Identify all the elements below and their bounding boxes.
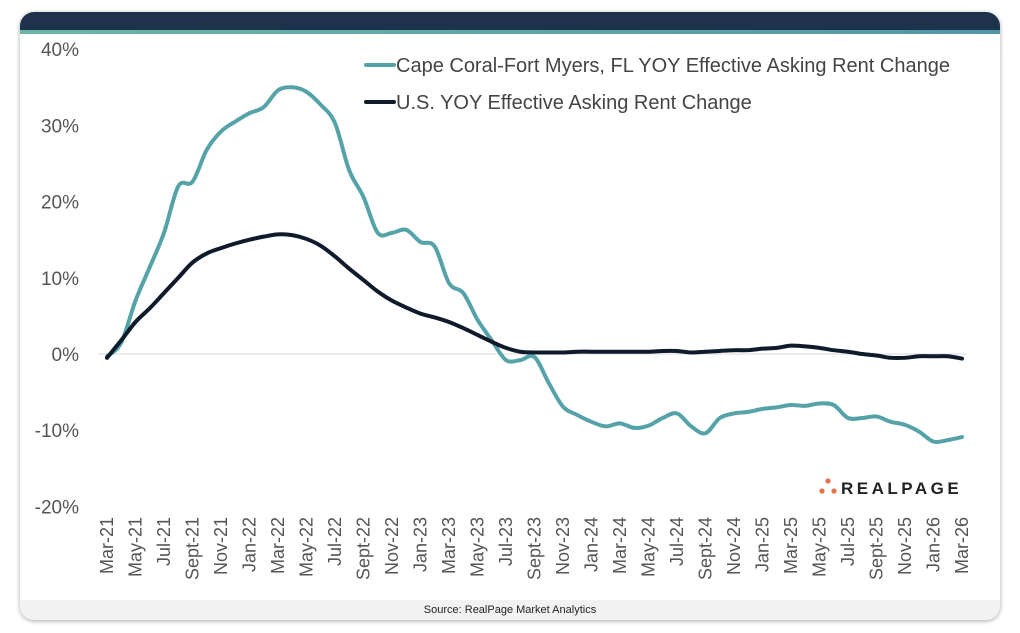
y-tick-label: -10% xyxy=(35,421,79,442)
x-tick-label: Sept-24 xyxy=(696,517,716,580)
x-tick-label: Nov-24 xyxy=(724,517,744,575)
footer-bar: Source: RealPage Market Analytics xyxy=(20,600,1000,620)
x-tick-label: May-24 xyxy=(639,517,659,577)
y-tick-label: 30% xyxy=(41,116,79,137)
x-tick-label: Jul-21 xyxy=(154,517,174,566)
x-tick-label: Sept-21 xyxy=(183,517,203,580)
logo-dot xyxy=(819,488,825,494)
x-tick-label: Sept-25 xyxy=(867,517,887,580)
x-tick-label: May-21 xyxy=(126,517,146,577)
x-tick-label: May-25 xyxy=(810,517,830,577)
x-tick-label: Sept-22 xyxy=(354,517,374,580)
x-tick-label: Nov-22 xyxy=(382,517,402,575)
x-tick-label: May-22 xyxy=(297,517,317,577)
legend-label: Cape Coral-Fort Myers, FL YOY Effective … xyxy=(396,55,950,77)
x-tick-label: Jul-25 xyxy=(838,517,858,566)
x-tick-label: Nov-21 xyxy=(211,517,231,575)
logo-dot xyxy=(831,488,837,494)
accent-stripe xyxy=(20,30,1000,34)
x-tick-label: Sept-23 xyxy=(525,517,545,580)
x-tick-label: Jan-24 xyxy=(582,517,602,572)
x-tick-label: Jul-22 xyxy=(325,517,345,566)
y-tick-label: 20% xyxy=(41,193,79,214)
x-tick-label: Jan-23 xyxy=(411,517,431,572)
x-tick-label: Nov-25 xyxy=(895,517,915,575)
y-tick-label: 10% xyxy=(41,269,79,290)
y-tick-label: 0% xyxy=(52,345,80,366)
y-axis: 40% 30% 20% 10% 0% -10% -20% xyxy=(35,40,79,518)
x-tick-label: Jan-26 xyxy=(924,517,944,572)
x-tick-label: Jul-23 xyxy=(496,517,516,566)
x-tick-label: Mar-26 xyxy=(952,517,972,574)
series-line-0 xyxy=(105,85,964,445)
chart-card: Source: RealPage Market Analytics xyxy=(20,12,1000,620)
x-tick-label: May-23 xyxy=(468,517,488,577)
x-tick-label: Jan-25 xyxy=(753,517,773,572)
legend: Cape Coral-Fort Myers, FL YOY Effective … xyxy=(364,55,950,114)
source-note: Source: RealPage Market Analytics xyxy=(423,604,597,616)
y-tick-label: 40% xyxy=(41,40,79,61)
y-tick-label: -20% xyxy=(35,497,79,518)
series-line-1 xyxy=(105,232,964,361)
x-tick-label: Mar-25 xyxy=(781,517,801,574)
x-tick-label: Jan-22 xyxy=(240,517,260,572)
logo-text: REALPAGE xyxy=(841,479,962,498)
x-tick-label: Jul-24 xyxy=(667,517,687,566)
x-tick-label: Mar-22 xyxy=(268,517,288,574)
x-tick-label: Nov-23 xyxy=(553,517,573,575)
x-tick-label: Mar-23 xyxy=(439,517,459,574)
legend-label: U.S. YOY Effective Asking Rent Change xyxy=(396,92,752,114)
x-tick-label: Mar-21 xyxy=(97,517,117,574)
header-bar xyxy=(20,12,1000,30)
logo-dot xyxy=(825,478,831,484)
series-lines xyxy=(105,85,964,445)
x-tick-label: Mar-24 xyxy=(610,517,630,574)
x-axis: Mar-21 May-21 Jul-21 Sept-21 Nov-21 Jan-22 Mar… xyxy=(97,517,972,580)
realpage-logo: REALPAGE xyxy=(819,478,962,498)
